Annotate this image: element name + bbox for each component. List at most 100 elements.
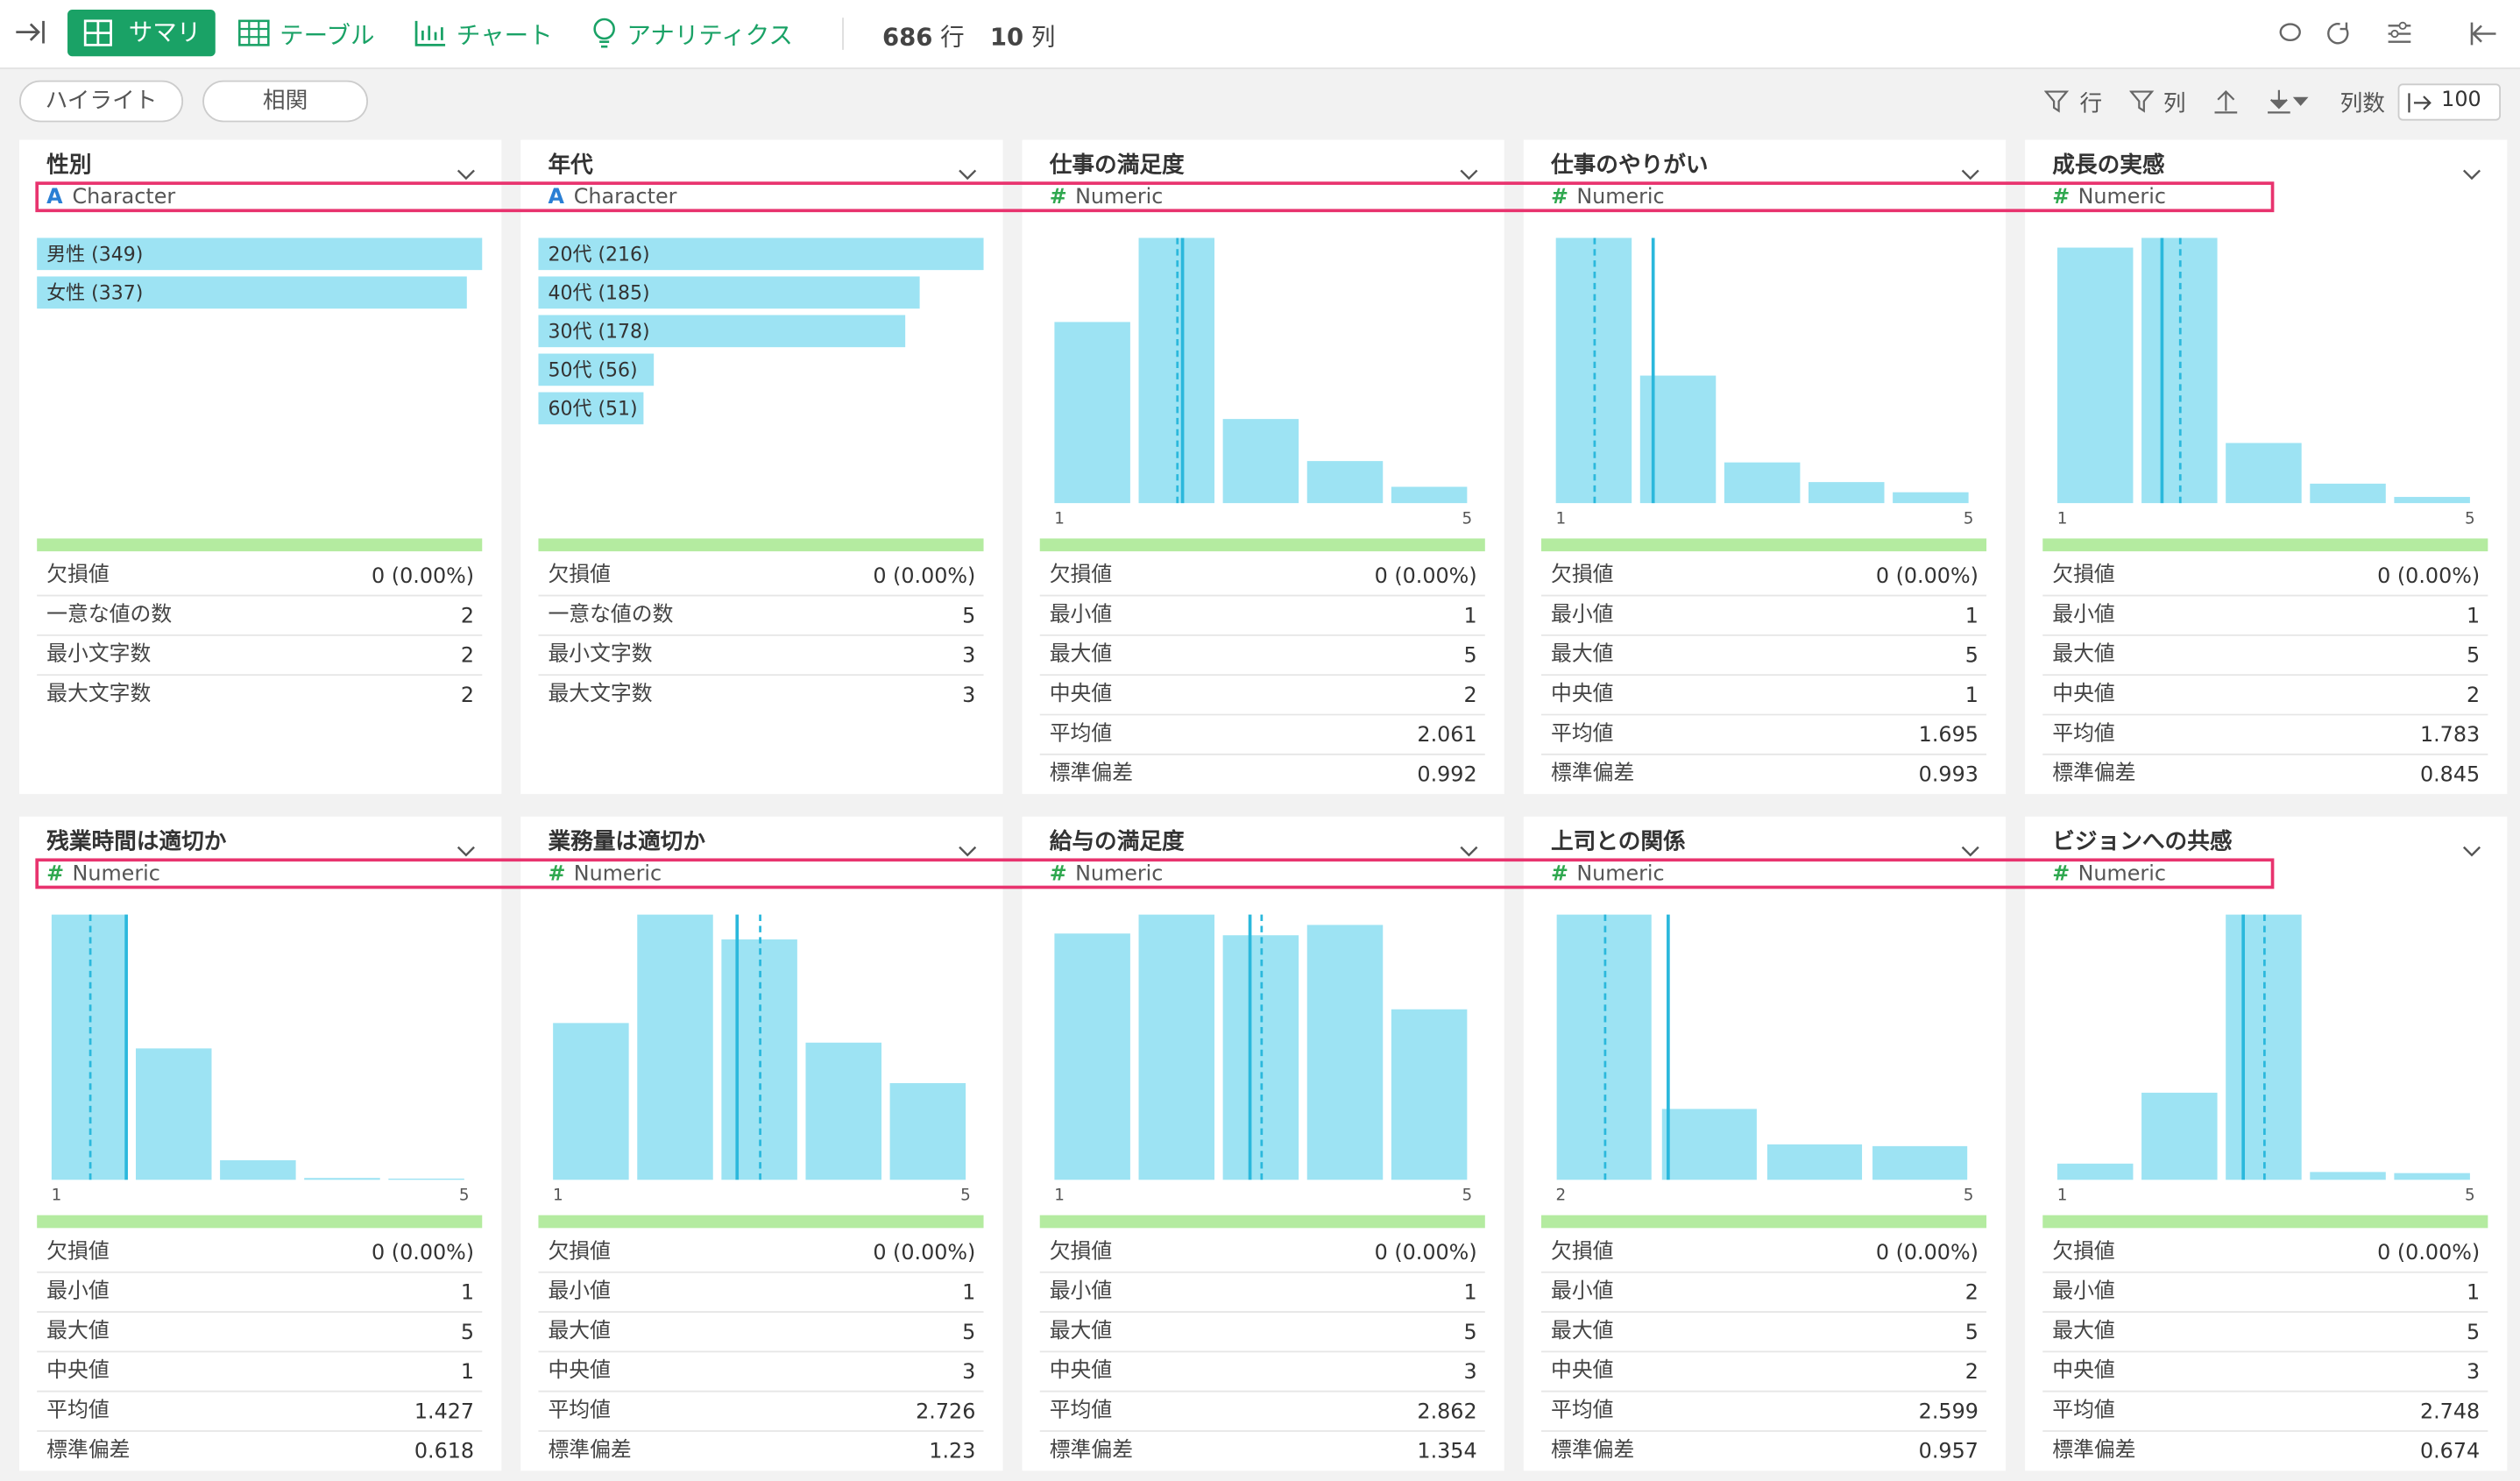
stat-value: 0.957 xyxy=(1919,1439,1978,1463)
category-label: 男性 (349) xyxy=(46,244,143,266)
column-name: 仕事のやりがい xyxy=(1550,151,1709,178)
type-icon: # xyxy=(2052,184,2070,209)
histogram-bar xyxy=(1391,1009,1468,1180)
row-count: 686 行 xyxy=(882,19,965,53)
category-label: 20代 (216) xyxy=(548,244,649,266)
category-bar xyxy=(538,237,984,271)
valid-bar xyxy=(1540,538,1987,552)
column-type: Numeric xyxy=(73,861,160,885)
type-icon: # xyxy=(1050,184,1067,209)
stat-label: 中央値 xyxy=(548,1357,610,1382)
column-type: Numeric xyxy=(2078,861,2166,885)
stat-value: 0 (0.00%) xyxy=(372,563,474,588)
histogram-bar xyxy=(1556,914,1652,1180)
stat-label: 最大文字数 xyxy=(46,681,151,705)
column-name: 業務量は適切か xyxy=(548,828,705,855)
histogram-bar xyxy=(2141,1092,2218,1180)
category-bar xyxy=(538,392,644,425)
column-type: Numeric xyxy=(1576,184,1664,209)
stat-label: 最大値 xyxy=(2052,641,2114,666)
column-card: 残業時間は適切か # Numeric 1 5 欠損値 0 (0.00%) 最小値 1 最大値 5 中央… xyxy=(19,816,502,1471)
column-count-input[interactable]: 100 xyxy=(2397,83,2502,121)
stat-label: 最小値 xyxy=(1551,601,1613,626)
stat-label: 標準偏差 xyxy=(2052,1437,2135,1462)
stat-value: 2.862 xyxy=(1417,1399,1476,1423)
stat-value: 3 xyxy=(2467,1359,2480,1384)
stat-label: 欠損値 xyxy=(548,1238,610,1263)
col-unit: 列 xyxy=(1030,22,1056,52)
valid-bar xyxy=(37,538,483,552)
histogram-bar xyxy=(889,1082,966,1180)
column-card: 上司との関係 # Numeric 2 5 欠損値 0 (0.00%) 最小値 2 最大値 5 中央値 2… xyxy=(1523,816,2007,1471)
chevron xyxy=(1961,169,1979,181)
tab-summary[interactable]: サマリ xyxy=(67,10,216,57)
tab-analytics[interactable]: アナリティクス xyxy=(626,20,793,50)
stat-label: 最小値 xyxy=(1050,601,1112,626)
stat-value: 2 xyxy=(461,603,474,627)
stat-label: 中央値 xyxy=(1551,1357,1613,1382)
stat-label: 一意な値の数 xyxy=(46,601,172,626)
stat-label: 平均値 xyxy=(2052,720,2114,745)
stat-label: 平均値 xyxy=(1050,720,1112,745)
column-card: 給与の満足度 # Numeric 1 5 欠損値 0 (0.00%) 最小値 1 最大値 5 中央値 3… xyxy=(1022,816,1504,1471)
stat-value: 0.845 xyxy=(2420,762,2480,787)
type-icon: # xyxy=(1551,861,1568,885)
column-name: ビジョンへの共感 xyxy=(2052,829,2233,855)
card-graphic: 性別 A Character 男性 (349) 女性 (337) 欠損値 0 (0.00%)… xyxy=(37,152,483,707)
axis-max-label: 5 xyxy=(459,1187,470,1205)
sort-icons[interactable] xyxy=(2212,89,2324,114)
histogram-bar xyxy=(805,1042,881,1180)
stat-label: 平均値 xyxy=(548,1398,610,1422)
stat-value: 1 xyxy=(1965,683,1978,707)
stat-label: 最小値 xyxy=(1050,1279,1112,1303)
tab-chart[interactable]: チャート xyxy=(456,20,553,50)
stat-label: 平均値 xyxy=(2052,1398,2114,1422)
axis-max-label: 5 xyxy=(1462,509,1472,528)
histogram-bar xyxy=(1724,462,1801,504)
stat-label: 最大値 xyxy=(1050,1318,1112,1343)
chevron xyxy=(457,169,475,181)
stat-label: 最小値 xyxy=(2052,601,2114,626)
histogram-bar xyxy=(1054,933,1130,1180)
histogram-bar xyxy=(2310,483,2386,504)
correlation-button[interactable]: 相関 xyxy=(202,80,369,123)
type-icon: A xyxy=(46,184,63,209)
axis-max-label: 5 xyxy=(960,1187,971,1205)
histogram-bar xyxy=(51,914,128,1180)
chevron xyxy=(1961,846,1979,857)
stat-label: 標準偏差 xyxy=(1050,1437,1133,1462)
tab-table[interactable]: テーブル xyxy=(280,20,375,50)
histogram-bar xyxy=(1391,486,1468,504)
valid-bar xyxy=(1039,538,1485,552)
toolbar-icons[interactable] xyxy=(2276,19,2501,48)
column-type: Numeric xyxy=(2078,184,2166,209)
highlight-button[interactable]: ハイライト xyxy=(19,80,184,123)
histogram-bar xyxy=(2394,497,2470,504)
stat-label: 欠損値 xyxy=(1050,1238,1112,1263)
type-icon: A xyxy=(548,184,564,209)
stat-value: 0.992 xyxy=(1417,762,1476,787)
stat-value: 0 (0.00%) xyxy=(2377,1240,2480,1265)
stat-value: 1 xyxy=(2467,1279,2480,1304)
category-bar xyxy=(538,353,655,386)
axis-max-label: 5 xyxy=(1964,509,1974,528)
stat-label: 中央値 xyxy=(46,1357,109,1382)
category-bar xyxy=(37,237,483,271)
stat-value: 1 xyxy=(962,1279,975,1304)
chevron xyxy=(1460,169,1478,181)
collapse-icon[interactable] xyxy=(13,16,48,48)
col-filter[interactable]: 列 xyxy=(2163,91,2186,117)
category-bar xyxy=(538,315,906,348)
axis-max-label: 5 xyxy=(2465,509,2475,528)
stat-value: 0 (0.00%) xyxy=(2377,563,2480,588)
histogram-bar xyxy=(1138,237,1215,504)
column-count-label: 列数 xyxy=(2339,91,2385,117)
row-filter[interactable]: 行 xyxy=(2079,91,2103,117)
stat-value: 5 xyxy=(1463,643,1476,668)
column-type: Numeric xyxy=(1075,861,1163,885)
histogram-bar xyxy=(1661,1109,1757,1180)
stat-label: 中央値 xyxy=(1551,681,1613,705)
stat-value: 5 xyxy=(2467,643,2480,668)
column-name: 上司との関係 xyxy=(1551,829,1686,855)
stat-label: 平均値 xyxy=(1551,1398,1613,1422)
